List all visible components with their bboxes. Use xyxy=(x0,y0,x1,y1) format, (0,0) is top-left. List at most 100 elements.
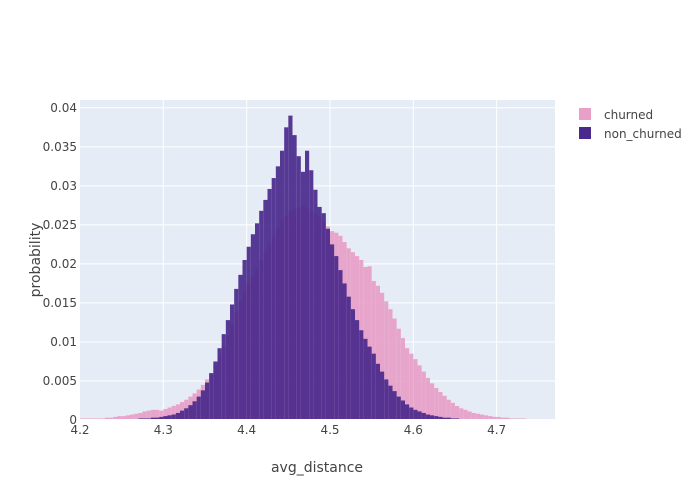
histogram-bar xyxy=(155,417,160,420)
histogram-bar xyxy=(125,415,130,420)
histogram-bar xyxy=(159,410,164,420)
histogram-bar xyxy=(342,283,347,420)
histogram-bar xyxy=(267,188,272,420)
histogram-bar xyxy=(438,416,443,420)
histogram-bar xyxy=(405,348,410,420)
histogram-bar xyxy=(500,417,505,420)
legend: churned non_churned xyxy=(579,108,682,141)
y-tick-label: 0.015 xyxy=(43,296,77,310)
histogram-bar xyxy=(217,348,222,420)
histogram-bar xyxy=(113,416,118,420)
histogram-bar xyxy=(313,189,318,420)
histogram-bar xyxy=(325,228,330,420)
y-tick-label: 0.035 xyxy=(43,140,77,154)
histogram-bar xyxy=(146,410,151,420)
legend-swatch xyxy=(579,127,591,139)
histogram-bar xyxy=(234,288,239,420)
histogram-bar xyxy=(280,150,285,421)
histogram-bar xyxy=(142,411,147,420)
histogram-bar xyxy=(367,266,372,420)
histogram-bar xyxy=(296,156,301,420)
histogram-bar xyxy=(396,328,401,420)
legend-swatch xyxy=(579,108,591,120)
histogram-bar xyxy=(350,309,355,420)
x-tick-label: 4.4 xyxy=(237,423,256,437)
histogram-bar xyxy=(175,404,180,420)
histogram-bar xyxy=(425,414,430,420)
histogram-bar xyxy=(471,412,476,420)
histogram-bar xyxy=(413,409,418,420)
histogram-bar xyxy=(388,309,393,420)
histogram-bar xyxy=(105,417,110,420)
histogram-bar xyxy=(455,405,460,420)
series-non-churned xyxy=(80,115,555,421)
histogram-bar xyxy=(475,413,480,420)
histogram-bar xyxy=(505,417,510,420)
histogram-bar xyxy=(405,404,410,420)
histogram-bar xyxy=(284,127,289,420)
histogram-bar xyxy=(388,385,393,420)
histogram-bar xyxy=(225,320,230,420)
histogram-bar xyxy=(484,415,489,420)
histogram-bar xyxy=(384,301,389,420)
histogram-bar xyxy=(463,409,468,420)
histogram-bar xyxy=(400,338,405,420)
y-tick-label: 0 xyxy=(69,413,77,427)
y-axis-title: probability xyxy=(28,223,44,298)
histogram-bar xyxy=(359,330,364,420)
histogram-bar xyxy=(375,285,380,420)
histogram-bar xyxy=(321,213,326,420)
histogram-bar xyxy=(167,415,172,420)
histogram-bar xyxy=(109,417,114,420)
histogram-bar xyxy=(130,414,135,420)
y-axis-ticks: 0 0.005 0.01 0.015 0.02 0.025 0.03 0.035 0.04 xyxy=(43,101,77,427)
x-tick-label: 4.2 xyxy=(70,423,89,437)
histogram-bar xyxy=(400,400,405,420)
histogram-bar xyxy=(159,416,164,420)
histogram-bar xyxy=(309,170,314,420)
x-axis-ticks: 4.2 4.3 4.4 4.5 4.6 4.7 xyxy=(70,423,506,437)
histogram-bar xyxy=(396,396,401,420)
histogram-bar xyxy=(413,359,418,420)
histogram-bar xyxy=(171,405,176,420)
histogram-bar xyxy=(188,405,193,420)
histogram-bar xyxy=(442,417,447,420)
histogram-bar xyxy=(384,379,389,420)
histogram-bar xyxy=(367,346,372,420)
histogram-bar xyxy=(292,135,297,420)
histogram-bar xyxy=(355,320,360,420)
histogram-bar xyxy=(300,171,305,420)
histogram-bar xyxy=(371,281,376,420)
histogram-bar xyxy=(450,402,455,420)
histogram-bar xyxy=(180,410,185,420)
histogram-bar xyxy=(250,234,255,420)
histogram-bar xyxy=(150,409,155,420)
histogram-bar xyxy=(375,363,380,420)
histogram-bar xyxy=(446,399,451,420)
histogram-bar xyxy=(430,383,435,420)
histogram-bar xyxy=(371,353,376,420)
y-tick-label: 0.03 xyxy=(50,179,77,193)
histogram-bar xyxy=(221,334,226,420)
histogram-bar xyxy=(488,416,493,420)
histogram-bar xyxy=(163,416,168,420)
histogram-bar xyxy=(480,414,485,420)
histogram-bar xyxy=(167,407,172,420)
histogram-bar xyxy=(175,412,180,420)
histogram-bar xyxy=(196,396,201,420)
histogram-bar xyxy=(134,413,139,420)
histogram-bar xyxy=(421,371,426,420)
histogram-bar xyxy=(288,115,293,421)
histogram-bar xyxy=(363,338,368,420)
histogram-bar xyxy=(430,415,435,420)
histogram-bar xyxy=(338,270,343,420)
histogram-bar xyxy=(213,361,218,420)
histogram-bar xyxy=(138,412,143,420)
histogram-bar xyxy=(263,199,268,420)
histogram-bar xyxy=(150,417,155,420)
y-tick-label: 0.025 xyxy=(43,218,77,232)
y-tick-label: 0.01 xyxy=(50,335,77,349)
histogram-bar xyxy=(305,150,310,421)
histogram-bar xyxy=(434,416,439,420)
